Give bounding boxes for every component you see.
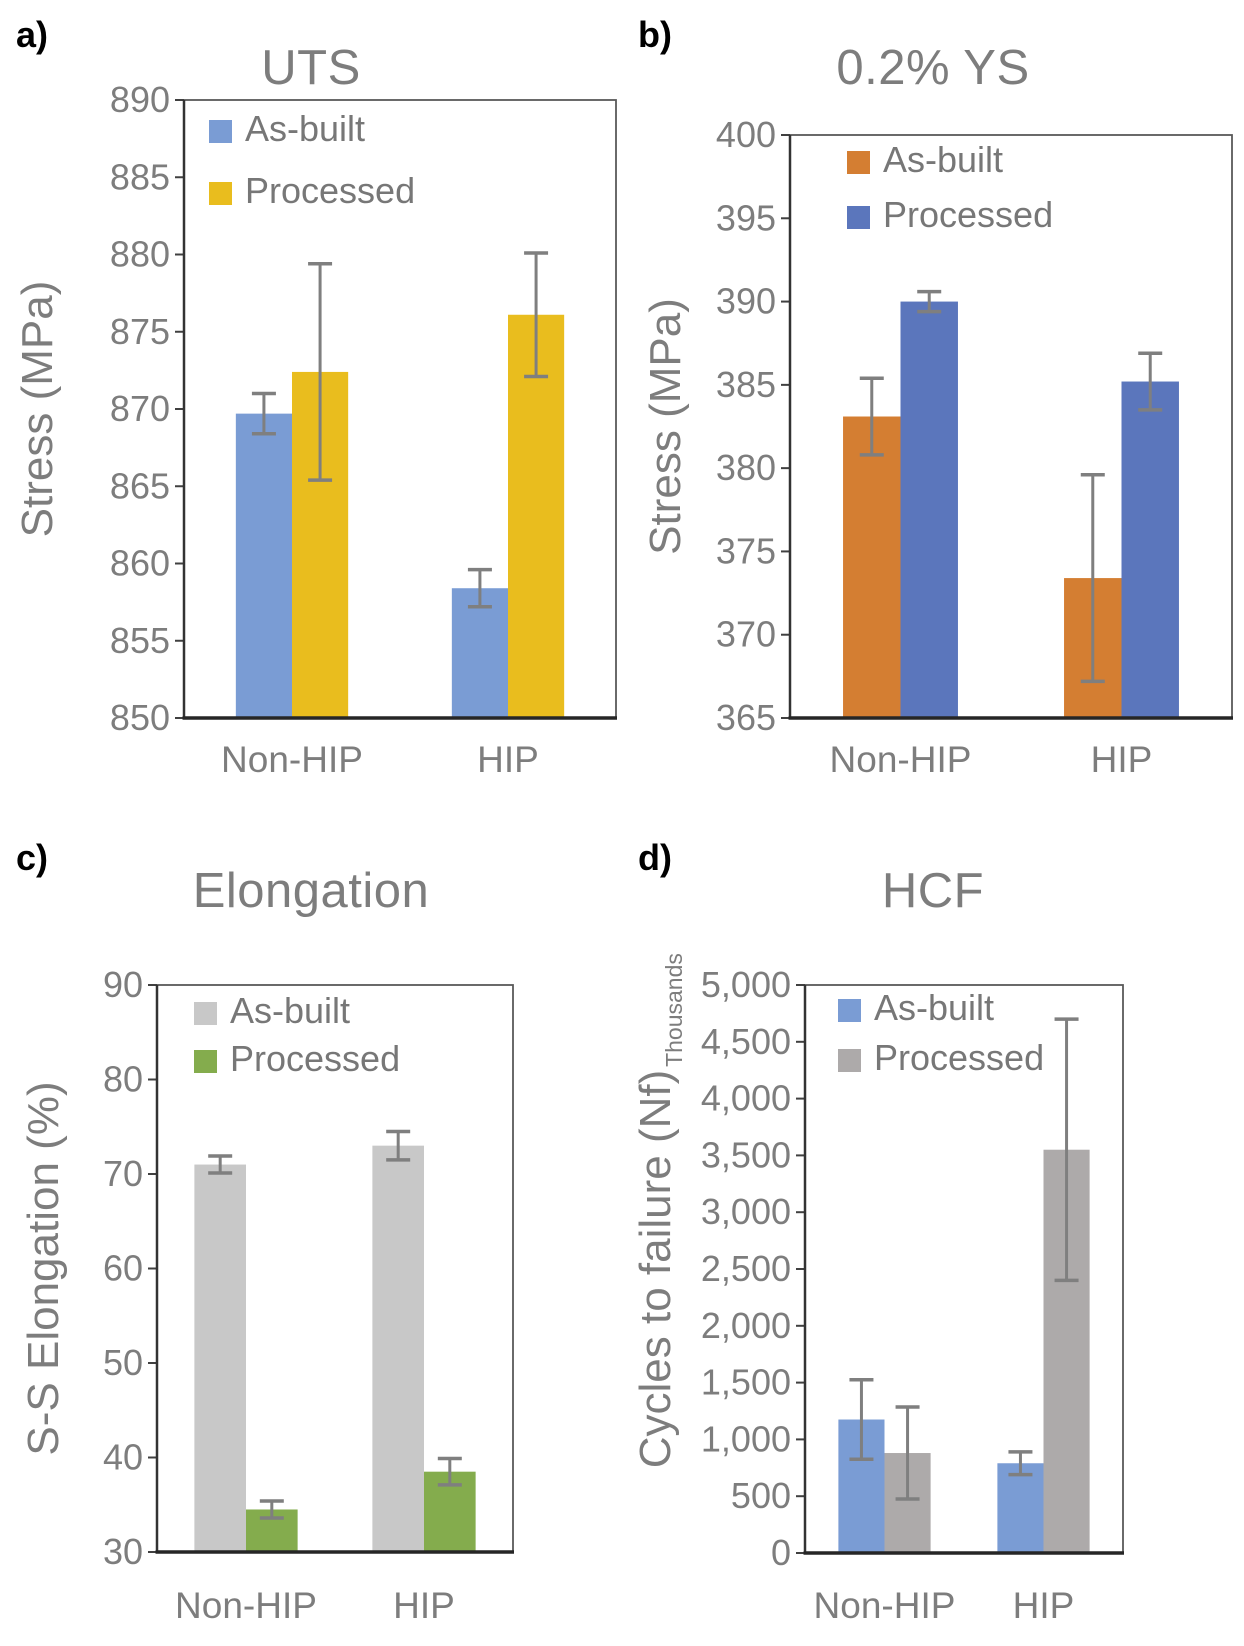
y-tick-label: 395 [716,197,776,238]
panel-ys: b) 0.2% YS 365 370 375 380 385 390 395 400 Non-H… [622,0,1244,823]
bar-elongation-as-built-hip [372,1145,424,1552]
legend-swatch-as-built [209,120,232,143]
panel-uts: a) UTS 850 855 860 865 870 875 880 885 890 Non-HI… [0,0,622,823]
legend-label-processed: Processed [883,194,1053,235]
y-tick-label: 3,500 [701,1134,791,1175]
y-tick-label: 860 [110,543,170,584]
y-tick-label: 2,000 [701,1305,791,1346]
y-tick-label: 870 [110,388,170,429]
hcf-bar-chart: 0 500 1,000 1,500 2,000 2,500 3,000 3,500 4,000 4… [631,953,1124,1626]
x-category-label-hip: HIP [477,739,539,780]
panel-title-hcf: HCF [881,864,985,918]
y-tick-label: 880 [110,234,170,275]
y-tick-label: 375 [716,530,776,571]
legend-label-as-built: As-built [230,990,350,1031]
panel-letter-b: b) [638,14,672,55]
panel-letter-c: c) [16,837,49,878]
y-axis-label: S-S Elongation (%) [19,1081,68,1455]
y-tick-label: 80 [103,1059,143,1100]
y-tick-label: 60 [103,1248,143,1289]
y-tick-label: 390 [716,281,776,322]
y-tick-label: 40 [103,1437,143,1478]
legend-swatch-processed [838,1049,861,1072]
uts-bar-chart: 850 855 860 865 870 875 880 885 890 Non-HIP HIP Str… [13,79,617,780]
panel-letter-d: d) [638,837,672,878]
y-tick-label: 855 [110,620,170,661]
bar-hcf-as-built-hip [997,1463,1044,1553]
bar-uts-as-built-hip [451,588,508,718]
y-tick-label: 1,000 [701,1418,791,1459]
panel-title-elongation: Elongation [192,864,430,918]
y-tick-label: 0 [771,1532,791,1573]
legend-swatch-processed [847,206,870,229]
y-units-note: Thousands [661,953,687,1067]
legend-label-processed: Processed [874,1037,1044,1078]
y-axis-label: Cycles to failure (Nf) [631,1070,680,1469]
bar-0-2-ys-processed-non-hip [900,301,958,718]
x-category-label-hip: HIP [1013,1585,1075,1626]
panel-letter-a: a) [16,14,49,55]
y-tick-label: 865 [110,465,170,506]
y-tick-label: 4,500 [701,1021,791,1062]
panel-elongation: c) Elongation 30 40 50 60 70 80 90 Non-HIP HIP S-… [0,823,622,1646]
legend-label-as-built: As-built [245,108,365,149]
y-axis-label: Stress (MPa) [13,281,62,538]
bar-uts-as-built-non-hip [235,413,292,718]
x-category-label-non-hip: Non-HIP [175,1585,317,1626]
x-category-label-non-hip: Non-HIP [830,739,972,780]
y-tick-label: 890 [110,79,170,120]
y-tick-label: 370 [716,614,776,655]
ys-bar-chart: 365 370 375 380 385 390 395 400 Non-HIP HIP Stress… [641,114,1233,780]
y-tick-label: 385 [716,364,776,405]
bar-0-2-ys-processed-hip [1121,381,1179,718]
y-tick-label: 50 [103,1342,143,1383]
legend-swatch-as-built [838,999,861,1022]
y-tick-label: 365 [716,697,776,738]
legend-swatch-processed [209,182,232,205]
legend-swatch-as-built [194,1002,217,1025]
x-category-label-non-hip: Non-HIP [221,739,363,780]
bar-elongation-as-built-non-hip [194,1164,246,1552]
y-tick-label: 4,000 [701,1078,791,1119]
legend-label-as-built: As-built [883,139,1003,180]
legend-swatch-processed [194,1050,217,1073]
y-tick-label: 3,000 [701,1191,791,1232]
panel-title-ys: 0.2% YS [836,41,1030,95]
panel-title-uts: UTS [261,41,361,95]
legend-swatch-as-built [847,151,870,174]
panel-hcf: d) HCF 0 500 1,000 1,500 2,000 2,500 3,000 3,50… [622,823,1244,1646]
y-tick-label: 30 [103,1531,143,1572]
y-axis-label: Stress (MPa) [641,298,690,555]
y-tick-label: 90 [103,964,143,1005]
y-tick-label: 5,000 [701,964,791,1005]
legend-label-processed: Processed [245,170,415,211]
y-tick-label: 400 [716,114,776,155]
x-category-label-hip: HIP [393,1585,455,1626]
bar-uts-processed-hip [508,314,565,718]
legend-label-as-built: As-built [874,987,994,1028]
y-tick-label: 875 [110,311,170,352]
y-tick-label: 70 [103,1153,143,1194]
y-tick-label: 885 [110,156,170,197]
bar-0-2-ys-as-built-non-hip [843,416,901,718]
y-tick-label: 380 [716,447,776,488]
y-tick-label: 1,500 [701,1362,791,1403]
x-category-label-non-hip: Non-HIP [814,1585,956,1626]
y-tick-label: 2,500 [701,1248,791,1289]
y-tick-label: 850 [110,697,170,738]
x-category-label-hip: HIP [1091,739,1153,780]
y-tick-label: 500 [731,1475,791,1516]
elongation-bar-chart: 30 40 50 60 70 80 90 Non-HIP HIP S-S Elongation (… [19,964,514,1626]
legend-label-processed: Processed [230,1038,400,1079]
